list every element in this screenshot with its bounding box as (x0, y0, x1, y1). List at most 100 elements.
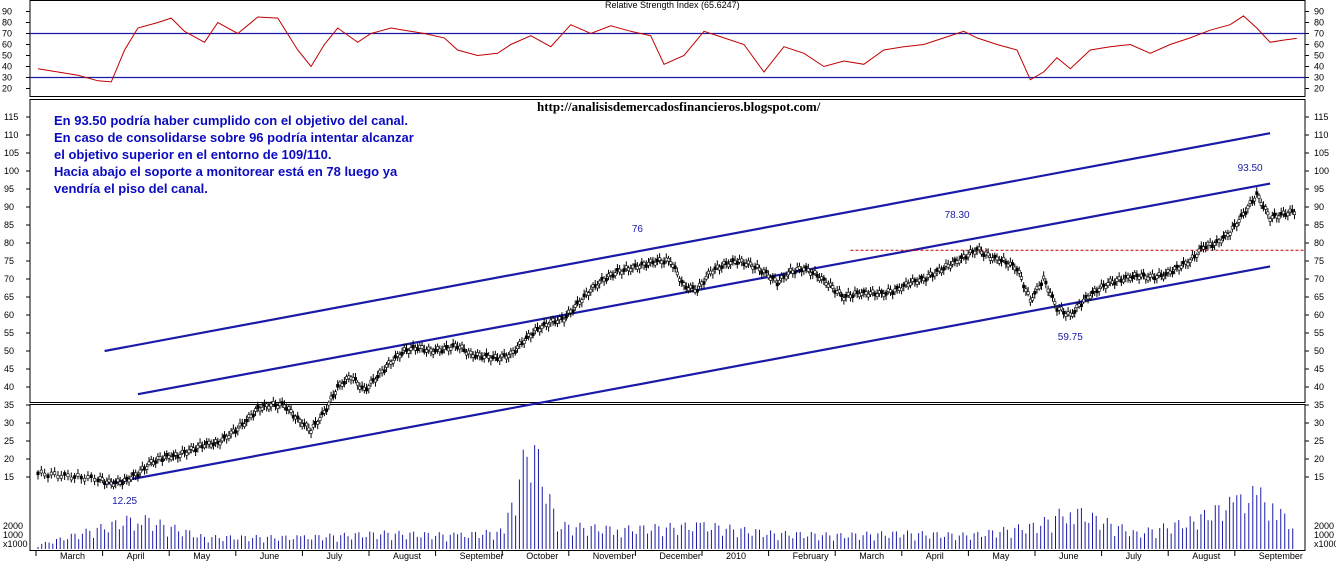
price-candle (622, 268, 626, 272)
month-label: June (260, 551, 280, 561)
price-tick-label: 20 (4, 454, 14, 464)
price-candle (1273, 212, 1277, 217)
price-candle (473, 355, 477, 359)
price-candle (1024, 288, 1028, 293)
price-candle (673, 265, 677, 270)
price-candle (893, 288, 897, 293)
price-candle (178, 454, 182, 458)
month-label: June (1059, 551, 1079, 561)
price-candle (744, 263, 748, 267)
blog-url[interactable]: http://analisisdemercadosfinancieros.blo… (537, 99, 821, 114)
channel-line-upper (104, 132, 1271, 353)
price-candle (1266, 211, 1270, 216)
price-candle (789, 267, 793, 272)
price-candle (524, 335, 528, 339)
price-candle (755, 264, 759, 268)
price-candle (1108, 278, 1112, 283)
price-candle (1293, 211, 1297, 216)
price-tick-label: 20 (1314, 454, 1324, 464)
price-candle (1188, 259, 1192, 263)
price-candle (1091, 290, 1095, 295)
price-candle (540, 325, 544, 329)
price-tick-label: 100 (1314, 166, 1329, 176)
price-candle (966, 253, 970, 258)
price-candle (726, 263, 730, 268)
rsi-tick-label: 40 (1314, 62, 1324, 72)
price-candle (846, 292, 850, 296)
price-candle (589, 288, 593, 293)
price-candle (642, 261, 646, 266)
price-candle (242, 423, 246, 427)
price-candle (900, 287, 904, 292)
price-candle (63, 472, 67, 476)
price-tick-label: 75 (1314, 256, 1324, 266)
price-candle (331, 394, 335, 398)
month-label: April (127, 551, 145, 561)
price-candle (198, 442, 202, 447)
price-candle (298, 419, 302, 423)
price-candle (831, 285, 835, 289)
price-candle (711, 270, 715, 275)
rsi-tick-label: 20 (1314, 84, 1324, 94)
price-candle (862, 289, 866, 294)
price-candle (289, 409, 293, 413)
price-candle (187, 449, 191, 454)
price-annotation: 59.75 (1058, 332, 1083, 343)
month-label: May (992, 551, 1010, 561)
price-tick-label: 60 (4, 310, 14, 320)
price-candle (1164, 272, 1168, 276)
price-candle (49, 471, 53, 476)
price-candle (1104, 285, 1108, 289)
price-candle (1235, 223, 1239, 227)
price-candle (529, 334, 533, 339)
price-tick-label: 40 (4, 382, 14, 392)
channel-line-lower (104, 265, 1271, 486)
price-candle (1281, 210, 1285, 215)
price-candle (1051, 294, 1055, 298)
price-candle (1044, 280, 1048, 285)
price-candle (1019, 276, 1023, 280)
price-candle (296, 415, 300, 420)
price-candle (43, 472, 47, 477)
price-candle (382, 369, 386, 373)
price-candle (1004, 260, 1008, 265)
price-tick-label: 70 (4, 274, 14, 284)
price-candle (775, 282, 779, 287)
price-candle (1064, 313, 1068, 317)
price-candle (871, 289, 875, 294)
price-candle (516, 345, 520, 350)
price-candle (993, 254, 997, 259)
price-candle (269, 403, 273, 408)
price-candle (127, 478, 131, 483)
price-candle (265, 403, 269, 408)
price-candle (1046, 288, 1050, 293)
price-candle (1162, 275, 1166, 280)
price-candle (424, 349, 428, 353)
month-label: November (593, 551, 635, 561)
price-candle (1128, 277, 1132, 281)
price-candle (713, 266, 717, 271)
price-candle (1286, 212, 1290, 217)
price-candle (884, 292, 888, 296)
price-candle (973, 250, 977, 255)
price-candle (105, 480, 109, 485)
volume-tick-label: x1000 (3, 539, 28, 549)
price-candle (1170, 270, 1174, 275)
price-tick-label: 45 (1314, 364, 1324, 374)
price-candle (185, 452, 189, 456)
price-candle (1135, 273, 1139, 278)
price-candle (1221, 235, 1225, 239)
price-candle (154, 460, 158, 464)
price-candle (311, 424, 315, 428)
price-candle (165, 453, 169, 457)
price-candle (1113, 281, 1117, 286)
price-candle (551, 318, 555, 322)
price-candle (757, 267, 761, 272)
x-axis: March April May June July August September Octo… (35, 551, 1303, 561)
price-candle (891, 291, 895, 295)
price-candle (815, 274, 819, 278)
price-candle (69, 476, 73, 481)
price-tick-label: 75 (4, 256, 14, 266)
volume-tick-label: x1000 (1314, 539, 1336, 549)
price-candle (274, 403, 278, 407)
